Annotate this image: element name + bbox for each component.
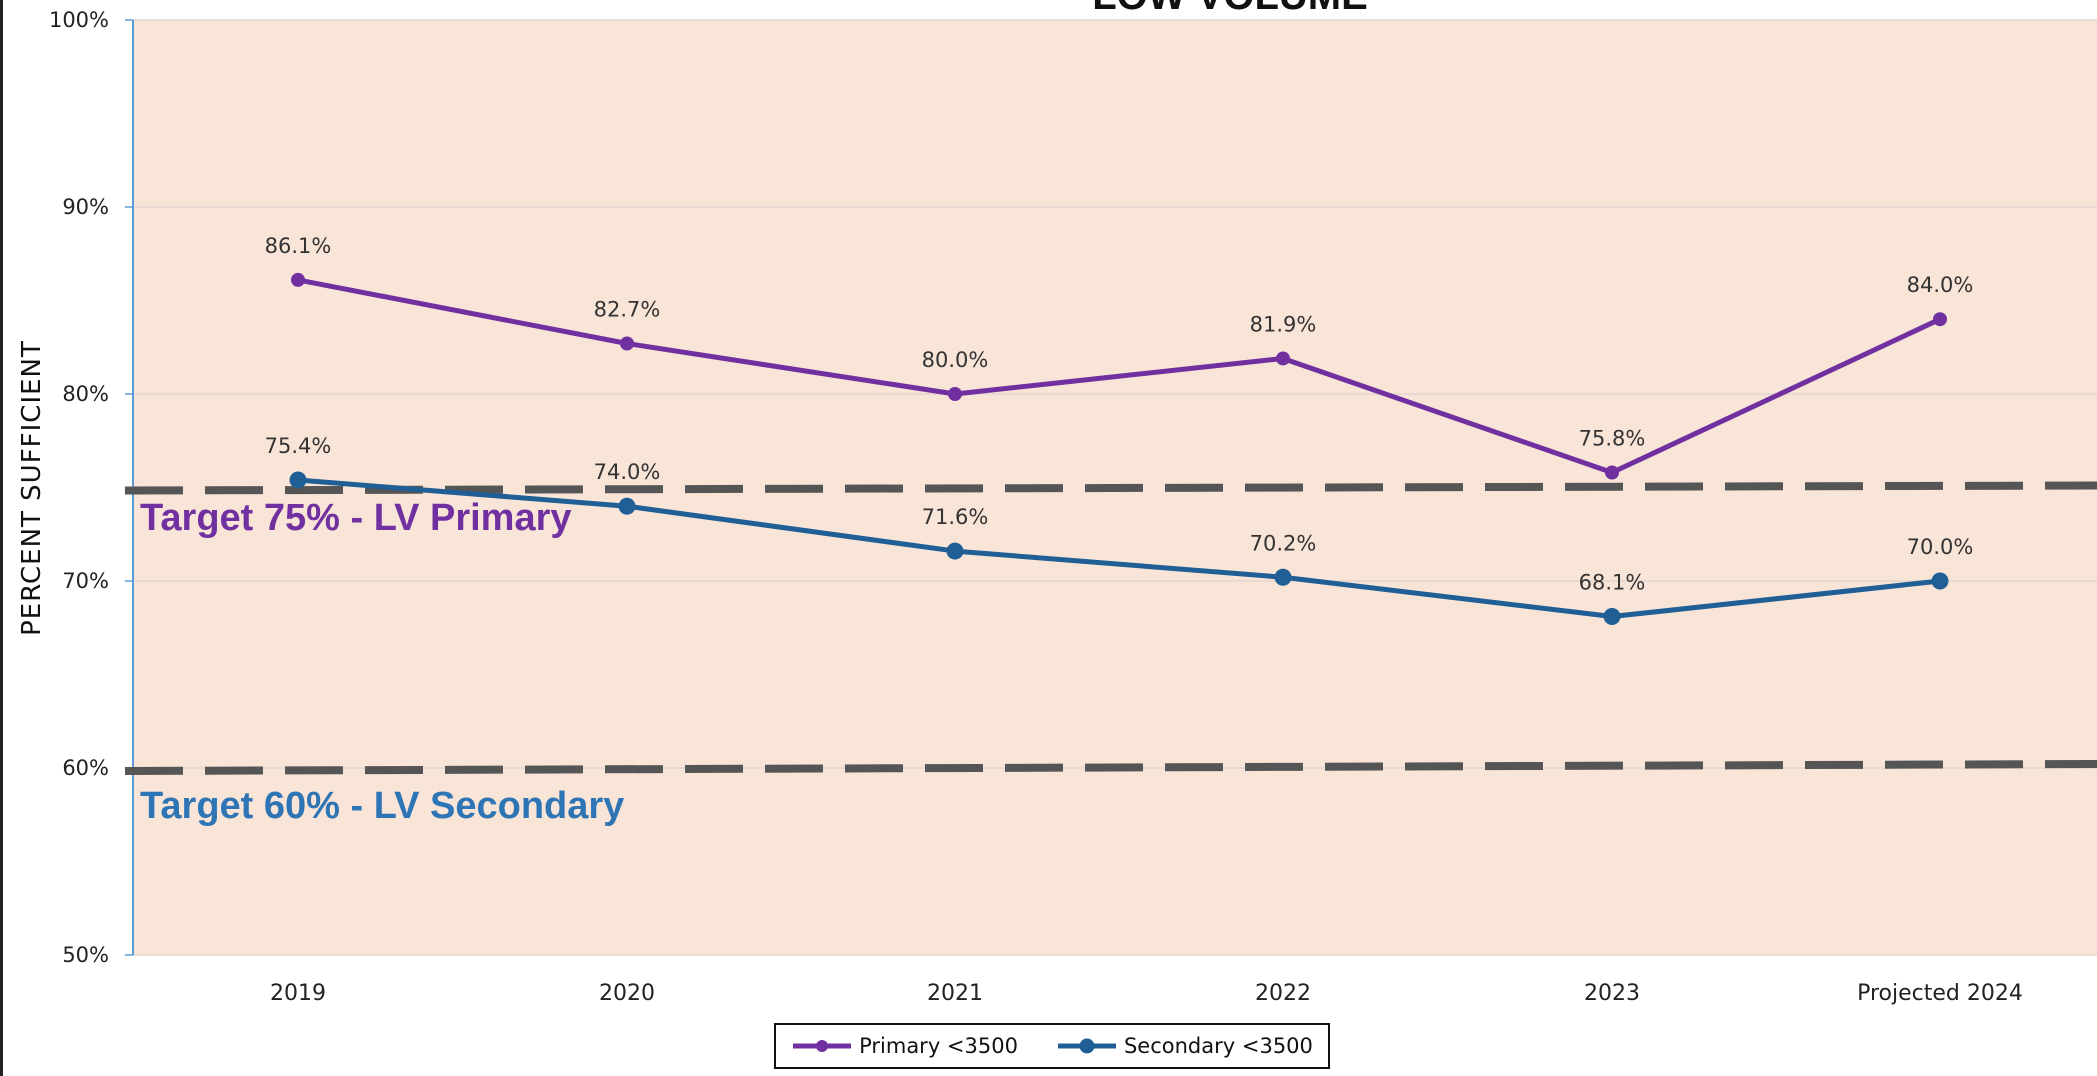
y-tick-label: 50% xyxy=(62,943,109,967)
secondary-data-label: 70.2% xyxy=(1250,531,1317,555)
y-tick-label: 60% xyxy=(62,756,109,780)
secondary-point xyxy=(618,497,636,515)
primary-point xyxy=(1276,351,1290,366)
legend-swatch-primary xyxy=(791,1036,853,1056)
secondary-point xyxy=(289,471,307,489)
primary-point xyxy=(1605,465,1619,480)
x-tick-label: 2023 xyxy=(1584,981,1640,1006)
legend-label-primary: Primary <3500 xyxy=(859,1034,1018,1058)
primary-point xyxy=(291,272,305,287)
target-line xyxy=(124,760,2097,775)
target-label: Target 60% - LV Secondary xyxy=(140,785,624,827)
left-border xyxy=(0,0,3,1076)
primary-data-label: 86.1% xyxy=(265,234,332,258)
primary-data-label: 75.8% xyxy=(1579,427,1646,451)
x-tick-label: 2020 xyxy=(599,981,655,1006)
y-tick-label: 70% xyxy=(62,569,109,593)
primary-point xyxy=(620,336,634,351)
secondary-point xyxy=(946,542,964,560)
x-tick-label: 2019 xyxy=(270,981,326,1006)
secondary-series-line xyxy=(297,477,1941,620)
secondary-data-label: 68.1% xyxy=(1579,571,1646,595)
target-line xyxy=(124,481,2097,495)
legend-item-primary: Primary <3500 xyxy=(791,1034,1018,1058)
legend: Primary <3500 Secondary <3500 xyxy=(774,1023,1330,1069)
x-tick-label: 2022 xyxy=(1255,981,1311,1006)
primary-data-label: 82.7% xyxy=(594,298,661,322)
y-tick-label: 80% xyxy=(62,382,109,406)
chart-title: LOW VOLUME xyxy=(1030,0,1430,19)
secondary-data-label: 71.6% xyxy=(922,505,989,529)
primary-data-label: 81.9% xyxy=(1250,312,1317,336)
secondary-data-label: 75.4% xyxy=(265,434,332,458)
primary-point xyxy=(1933,312,1947,327)
target-label: Target 75% - LV Primary xyxy=(140,497,572,539)
primary-series-line xyxy=(297,277,1942,476)
secondary-data-label: 70.0% xyxy=(1907,535,1974,559)
primary-point xyxy=(948,387,962,401)
secondary-data-label: 74.0% xyxy=(594,460,661,484)
y-tick-label: 90% xyxy=(62,195,109,219)
primary-data-label: 84.0% xyxy=(1907,273,1974,297)
x-tick-label: 2021 xyxy=(927,981,983,1006)
secondary-point xyxy=(1603,608,1621,626)
y-tick-label: 100% xyxy=(49,8,109,32)
legend-label-secondary: Secondary <3500 xyxy=(1123,1034,1313,1058)
y-axis-title: PERCENT SUFFICIENT xyxy=(17,340,47,636)
legend-item-secondary: Secondary <3500 xyxy=(1056,1034,1313,1058)
secondary-point xyxy=(1274,568,1292,586)
primary-data-label: 80.0% xyxy=(922,348,989,372)
x-tick-label: Projected 2024 xyxy=(1857,981,2023,1006)
legend-swatch-secondary xyxy=(1056,1036,1118,1056)
secondary-point xyxy=(1931,572,1949,590)
